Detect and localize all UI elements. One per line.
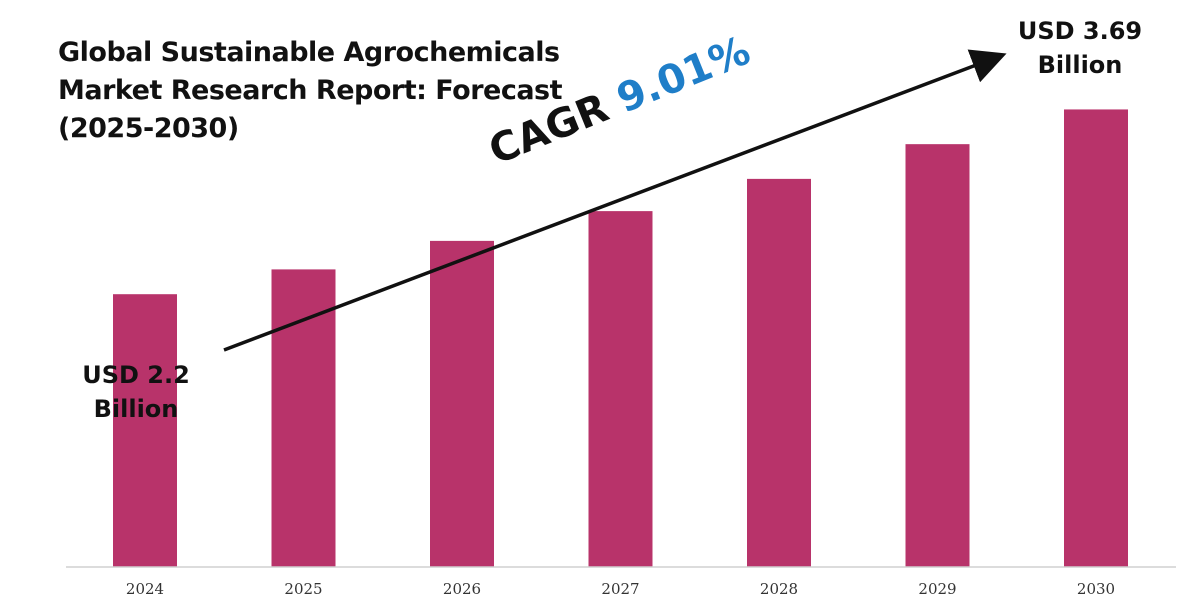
bar-2024 [113, 294, 177, 567]
x-tick-label-2024: 2024 [126, 580, 164, 598]
bar-series [113, 109, 1128, 567]
x-tick-label-2029: 2029 [918, 580, 956, 598]
x-tick-label-2028: 2028 [760, 580, 798, 598]
x-axis-ticks: 2024 2025 2026 2027 2028 2029 2030 [126, 580, 1115, 598]
chart-title-line-2: Market Research Report: Forecast [58, 75, 563, 106]
bar-2029 [905, 144, 970, 567]
x-tick-label-2026: 2026 [443, 580, 481, 598]
bar-2025 [271, 269, 336, 567]
start-value-line-2: Billion [93, 395, 179, 423]
x-tick-label-2027: 2027 [601, 580, 639, 598]
growth-trend-arrow [223, 49, 1007, 352]
end-value-annotation: USD 3.69 Billion [1010, 14, 1150, 82]
start-value-annotation: USD 2.2 Billion [66, 358, 206, 426]
x-tick-label-2030: 2030 [1077, 580, 1115, 598]
bar-2030 [1064, 109, 1128, 567]
bar-2027 [588, 211, 653, 567]
x-tick-label-2025: 2025 [284, 580, 322, 598]
end-value-line-2: Billion [1037, 51, 1123, 79]
chart-title: Global Sustainable Agrochemicals Market … [58, 34, 618, 148]
chart-title-line-3: (2025-2030) [58, 113, 239, 144]
end-value-line-1: USD 3.69 [1017, 17, 1143, 45]
bar-2028 [747, 178, 811, 567]
bar-2026 [430, 240, 494, 567]
start-value-line-1: USD 2.2 [82, 361, 190, 389]
chart-title-line-1: Global Sustainable Agrochemicals [58, 37, 560, 68]
